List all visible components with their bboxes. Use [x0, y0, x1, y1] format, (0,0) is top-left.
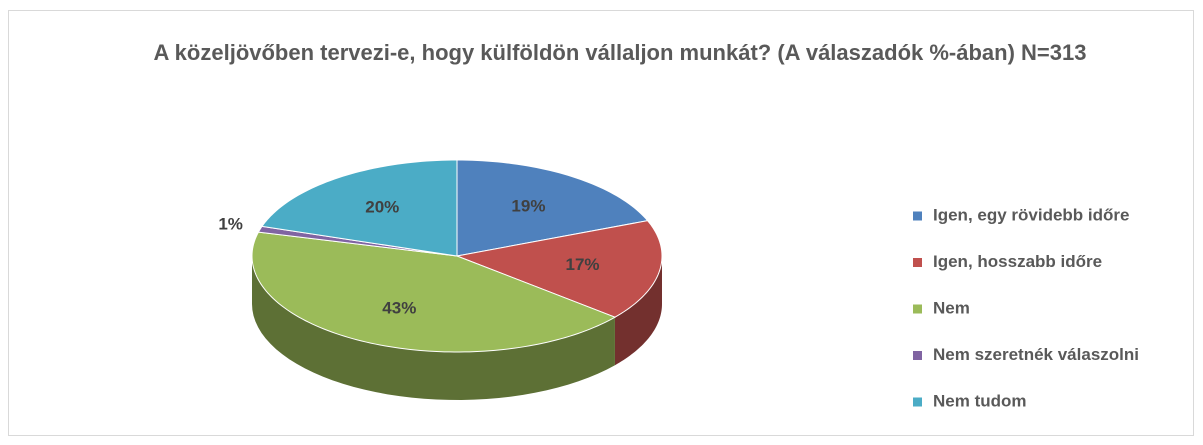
legend-label: Nem [933, 298, 970, 317]
chart-frame [8, 10, 1194, 436]
pie-side [614, 256, 662, 366]
legend-swatch [913, 351, 922, 360]
chart-title: A közeljövőben tervezi-e, hogy külföldön… [153, 40, 1087, 65]
legend-label: Nem szeretnék válaszolni [933, 345, 1139, 364]
legend-label: Igen, hosszabb időre [933, 252, 1102, 271]
data-label: 20% [365, 197, 399, 216]
pie-side [252, 256, 615, 400]
data-label: 19% [511, 196, 545, 215]
legend-swatch [913, 258, 922, 267]
legend-swatch [913, 304, 922, 314]
legend-swatch [913, 211, 922, 221]
legend-label: Igen, egy rövidebb időre [933, 205, 1129, 224]
data-label: 17% [566, 255, 600, 274]
pie-slice [456, 159, 649, 257]
legend-label: Nem tudom [933, 391, 1027, 410]
pie-slice [261, 159, 458, 257]
pie-slice [455, 220, 663, 318]
data-label: 43% [382, 299, 416, 318]
pie-slice [251, 231, 617, 353]
legend-swatch [913, 397, 922, 407]
data-label: 1% [218, 215, 243, 234]
